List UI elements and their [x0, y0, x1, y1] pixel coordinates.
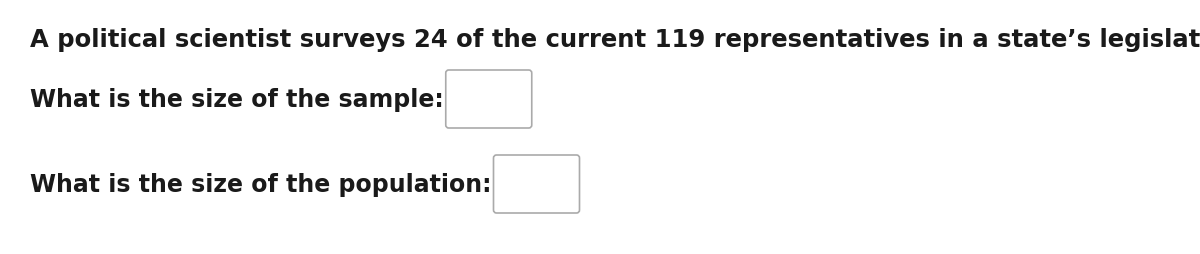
Text: What is the size of the sample:: What is the size of the sample: — [30, 88, 444, 112]
Text: A political scientist surveys 24 of the current 119 representatives in a state’s: A political scientist surveys 24 of the … — [30, 28, 1200, 52]
FancyBboxPatch shape — [445, 71, 532, 129]
Text: What is the size of the population:: What is the size of the population: — [30, 172, 492, 196]
FancyBboxPatch shape — [493, 155, 580, 213]
